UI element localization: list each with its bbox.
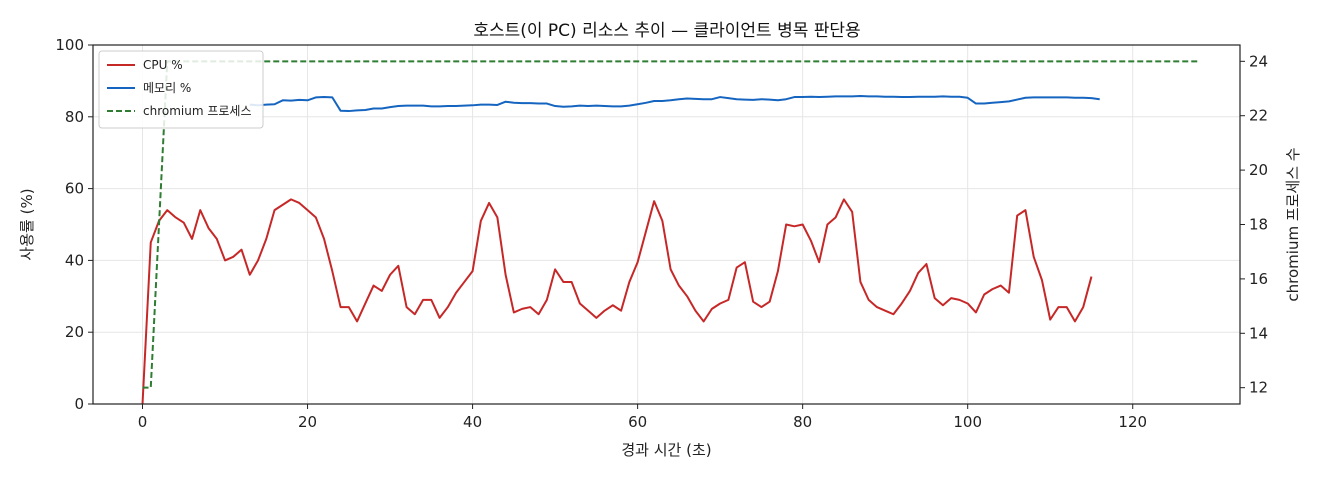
legend-box — [98, 50, 264, 129]
legend-label: chromium 프로세스 — [143, 104, 252, 118]
y2-tick-label: 16 — [1249, 270, 1268, 288]
x-axis-label: 경과 시간 (초) — [621, 441, 711, 459]
axes: 0 20 40 60 80 100 120 0 20 40 60 80 100 12 14 16 18 20 22 2… — [55, 36, 1268, 431]
plot-frame — [92, 44, 1241, 405]
legend-label: CPU % — [143, 58, 183, 72]
x-tick-label: 80 — [793, 413, 812, 431]
x-tick-label: 0 — [138, 413, 148, 431]
chart-title: 호스트(이 PC) 리소스 추이 — 클라이언트 병목 판단용 — [473, 21, 860, 41]
series-line-2 — [249, 94, 1100, 113]
y-tick-label: 80 — [65, 108, 84, 126]
grid — [93, 44, 1240, 405]
y2-axis-label: chromium 프로세스 수 — [1284, 147, 1302, 301]
y2-tick-label: 12 — [1249, 379, 1268, 397]
y2-tick-label: 24 — [1249, 52, 1268, 70]
series-group — [141, 60, 1199, 405]
legend-label: 메모리 % — [143, 81, 191, 95]
y-tick-label: 0 — [74, 395, 84, 413]
y-tick-label: 40 — [65, 251, 84, 269]
legend: CPU % 메모리 % chromium 프로세스 — [98, 50, 264, 129]
x-tick-label: 100 — [953, 413, 982, 431]
series-line-1 — [141, 198, 1093, 405]
y2-tick-label: 14 — [1249, 324, 1268, 342]
y-tick-label: 100 — [55, 36, 84, 54]
x-tick-label: 120 — [1118, 413, 1147, 431]
series-line-3 — [142, 60, 1199, 389]
y2-tick-label: 18 — [1249, 216, 1268, 234]
y2-tick-label: 22 — [1249, 107, 1268, 125]
y-tick-label: 60 — [65, 180, 84, 198]
x-tick-label: 20 — [298, 413, 317, 431]
x-tick-label: 40 — [463, 413, 482, 431]
y2-tick-label: 20 — [1249, 161, 1268, 179]
x-tick-label: 60 — [628, 413, 647, 431]
y-tick-label: 20 — [65, 323, 84, 341]
y-axis-label: 사용률 (%) — [18, 188, 36, 260]
